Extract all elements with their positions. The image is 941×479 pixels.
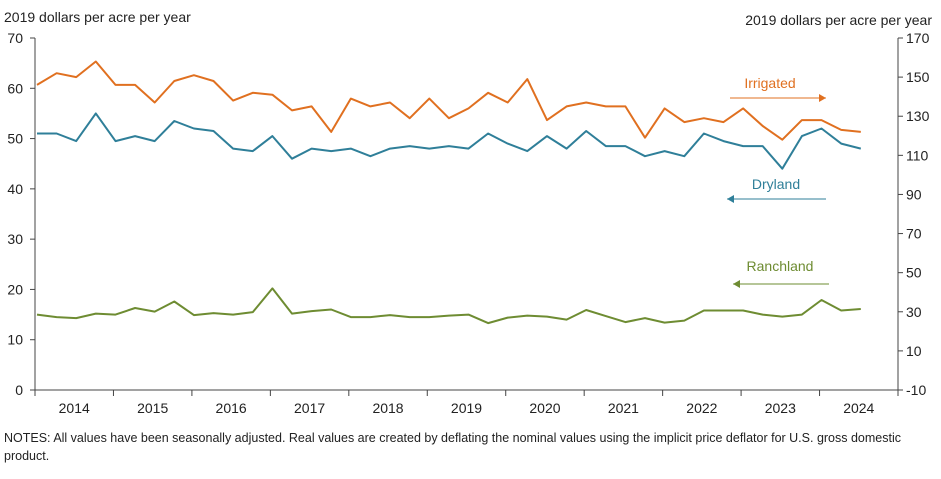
left-tick-label: 20 (7, 281, 23, 297)
left-tick-label: 0 (15, 382, 23, 398)
right-tick-label: 110 (906, 147, 929, 163)
x-tick-label: 2021 (608, 400, 639, 416)
left-tick-label: 10 (7, 332, 23, 348)
ranchland-arrow-head (733, 280, 740, 288)
x-tick-label: 2016 (216, 400, 247, 416)
right-tick-label: 150 (906, 69, 930, 85)
right-axis-title: 2019 dollars per acre per year (745, 12, 932, 28)
irrigated-series-line (36, 60, 861, 141)
x-tick-label: 2022 (686, 400, 717, 416)
dryland-series-line (37, 112, 862, 170)
ranchland-series-label: Ranchland (747, 258, 814, 274)
x-tick-label: 2023 (765, 400, 796, 416)
left-tick-label: 50 (7, 131, 23, 147)
right-tick-label: 130 (906, 108, 930, 124)
left-axis-title: 2019 dollars per acre per year (4, 9, 191, 25)
left-tick-label: 70 (7, 30, 23, 46)
chart-notes: NOTES: All values have been seasonally a… (4, 431, 901, 463)
x-tick-label: 2018 (372, 400, 403, 416)
x-tick-label: 2017 (294, 400, 325, 416)
right-tick-label: 10 (906, 343, 922, 359)
right-tick-label: 70 (906, 226, 922, 242)
x-tick-label: 2015 (137, 400, 168, 416)
plot-area: 0 10 20 30 40 50 60 70 -10 10 30 50 70 90 110 130 150 170… (7, 30, 929, 416)
left-tick-label: 40 (7, 181, 23, 197)
left-tick-label: 60 (7, 80, 23, 96)
right-tick-label: 170 (906, 30, 930, 46)
dryland-series-label: Dryland (752, 176, 800, 192)
irrigated-arrow-head (819, 94, 826, 102)
right-tick-label: 30 (906, 304, 922, 320)
irrigated-series-label: Irrigated (744, 75, 795, 91)
dryland-arrow-head (727, 195, 734, 203)
x-tick-label: 2024 (843, 400, 874, 416)
left-tick-label: 30 (7, 231, 23, 247)
right-tick-label: 90 (906, 186, 922, 202)
line-chart: 2019 dollars per acre per year 2019 doll… (4, 9, 932, 416)
right-tick-label: -10 (906, 382, 926, 398)
x-tick-label: 2019 (451, 400, 482, 416)
x-tick-label: 2020 (529, 400, 560, 416)
ranchland-series-line (36, 287, 861, 325)
right-tick-label: 50 (906, 265, 922, 281)
x-tick-label: 2014 (59, 400, 90, 416)
